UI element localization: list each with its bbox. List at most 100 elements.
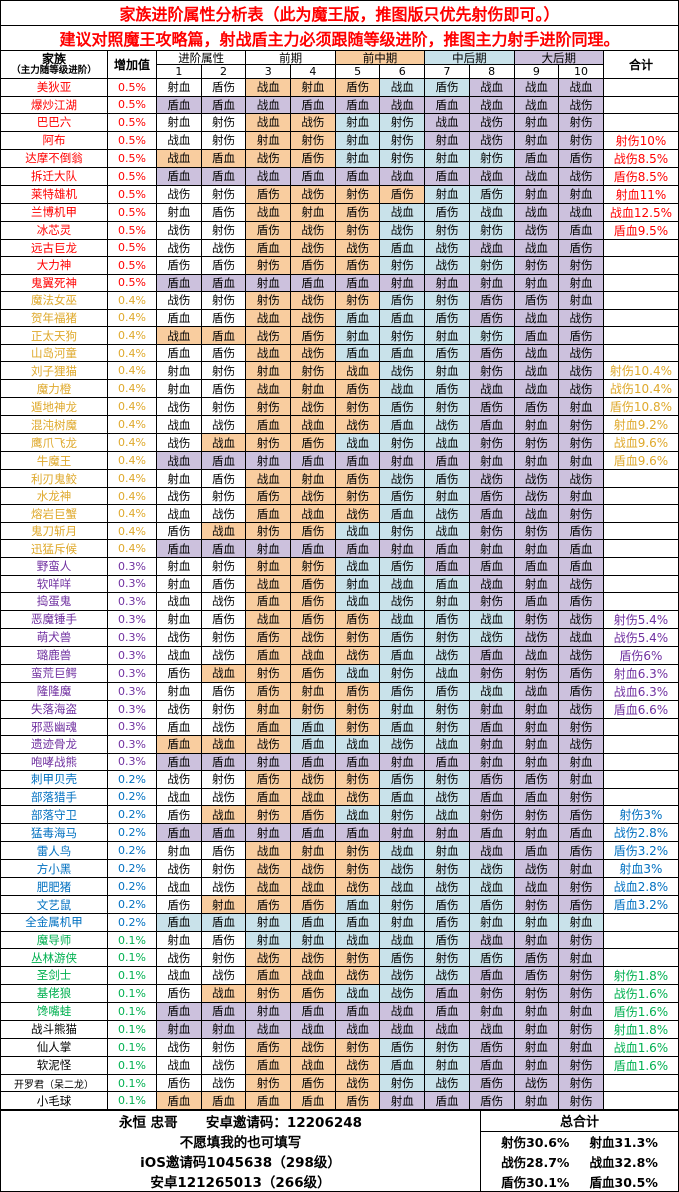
sheet-subtitle: 建议对照魔王攻略篇，射战盾主力必须跟随等级进阶，推图主力射手进阶同理。: [1, 26, 678, 51]
increment-value: 0.4%: [108, 522, 157, 540]
attribute-cell: 射伤: [559, 1092, 604, 1109]
attribute-cell: 战血: [514, 878, 560, 896]
attribute-cell: 射伤: [469, 522, 515, 540]
attribute-cell: 盾伤: [469, 896, 515, 914]
attribute-cell: 射血: [246, 700, 292, 718]
attribute-cell: 射伤: [380, 131, 426, 149]
group-subtotal: 战血12.5%: [609, 205, 672, 220]
attribute-cell: 射血: [559, 452, 604, 470]
attribute-cell: 盾伤: [335, 79, 381, 96]
attribute-cell: 战血: [469, 79, 515, 96]
attribute-cell: 射伤: [201, 628, 247, 646]
attribute-cell: 射伤: [335, 842, 381, 860]
attribute-cell: 战伤: [291, 1038, 336, 1056]
attribute-cell: 战血: [469, 96, 515, 114]
attribute-cell: 盾伤: [559, 842, 604, 860]
increment-value: 0.3%: [108, 646, 157, 664]
family-name: 雷人鸟: [1, 842, 108, 860]
attribute-cell: 战伤: [380, 470, 426, 487]
attribute-cell: 战伤: [157, 434, 202, 452]
attribute-cell: 战血: [157, 966, 202, 984]
attribute-cell: 射血: [425, 131, 470, 149]
attribute-cell: 射伤: [201, 398, 247, 416]
group-subtotal: [604, 97, 678, 114]
group-subtotal: 射血6.3%: [613, 666, 669, 681]
attribute-cell: 战伤: [335, 878, 381, 896]
family-name: 肥肥猪: [1, 878, 108, 896]
attribute-cell: 战血: [246, 842, 292, 860]
attribute-cell: 射血: [514, 131, 560, 149]
attribute-cell: 射血: [469, 274, 515, 292]
attribute-cell: 射伤: [425, 700, 470, 718]
footer-note-line: 不愿填我的也可填写: [179, 1135, 302, 1151]
attribute-cell: 射伤: [291, 131, 336, 149]
attribute-cell: 战血: [380, 610, 426, 628]
attribute-cell: 盾伤: [514, 398, 560, 416]
attribute-cell: 盾血: [246, 416, 292, 434]
attribute-cell: 射血: [425, 487, 470, 505]
attribute-cell: 射血: [380, 700, 426, 718]
group-subtotal: [604, 310, 678, 327]
attribute-cell: 盾血: [469, 718, 515, 736]
attribute-cell: 盾伤: [559, 239, 604, 257]
attribute-cell: 战伤: [514, 221, 560, 239]
attribute-cell: 盾血: [380, 1056, 426, 1074]
attribute-cell: 盾血: [246, 593, 292, 610]
attribute-cell: 战血: [380, 842, 426, 860]
attribute-cell: 战伤: [157, 185, 202, 203]
family-name: 方小黑: [1, 860, 108, 878]
attribute-cell: 盾伤: [335, 682, 381, 700]
attribute-cell: 战伤: [425, 1074, 470, 1092]
table-row: 刘子狸猫 0.4% 射血 射伤 射血 射伤 战血 战伤 射血 射伤 战血 战伤 射伤10.4%: [1, 362, 678, 381]
group-subtotal: 战血9.6%: [613, 436, 669, 451]
attribute-cell: 射伤: [201, 114, 247, 131]
increment-value: 0.1%: [108, 984, 157, 1002]
attribute-cell: 战伤: [514, 487, 560, 505]
attribute-cell: 战血: [559, 79, 604, 96]
attribute-cell: 射血: [291, 842, 336, 860]
attribute-cell: 战伤: [291, 185, 336, 203]
grand-total-rows: 射伤30.6% 射血31.3% 战伤28.7% 战血32.8% 盾伤30.1% 盾血30.…: [481, 1132, 678, 1191]
attribute-cell: 射血: [380, 824, 426, 842]
attribute-cell: 射伤: [469, 362, 515, 380]
attribute-cell: 盾血: [380, 309, 426, 327]
attribute-cell: 战血: [291, 416, 336, 434]
attribute-cell: 射伤: [514, 610, 560, 628]
attribute-cell: 战伤: [469, 628, 515, 646]
attribute-cell: 射血: [559, 185, 604, 203]
increment-value: 0.4%: [108, 362, 157, 380]
family-name: 全金属机甲: [1, 914, 108, 931]
attribute-cell: 盾血: [335, 309, 381, 327]
attribute-cell: 盾伤: [335, 203, 381, 221]
attribute-cell: 战伤: [380, 593, 426, 610]
group-subtotal: [604, 576, 678, 593]
group-subtotal: 射伤10%: [615, 133, 667, 148]
attribute-cell: 盾血: [469, 824, 515, 842]
attribute-cell: 战血: [469, 239, 515, 257]
attribute-cell: 射伤: [335, 185, 381, 203]
attribute-cell: 射伤: [335, 949, 381, 966]
attribute-cell: 射伤: [469, 257, 515, 274]
attribute-cell: 战血: [380, 1002, 426, 1020]
attribute-cell: 战伤: [291, 239, 336, 257]
attribute-cell: 战血: [514, 239, 560, 257]
family-name: 迅猛斥候: [1, 540, 108, 557]
attribute-cell: 盾伤: [201, 931, 247, 949]
group-subtotal: 盾伤10.8%: [609, 400, 672, 415]
attribute-cell: 盾伤: [335, 470, 381, 487]
attribute-cell: 射伤: [514, 984, 560, 1002]
attribute-cell: 盾伤: [157, 984, 202, 1002]
attribute-cell: 战血: [514, 505, 560, 522]
column-number-5: 5: [336, 65, 381, 78]
table-row: 鬼刀斩月 0.4% 盾伤 战血 射伤 盾伤 战血 射伤 战血 射伤 射伤 盾伤: [1, 522, 678, 541]
attribute-cell: 盾伤: [514, 292, 560, 309]
attribute-cell: 战血: [469, 878, 515, 896]
table-row: 基佬狼 0.1% 盾伤 战血 射伤 盾伤 战血 战伤 盾血 射伤 射伤 射伤 战伤1.6%: [1, 984, 678, 1003]
attribute-cell: 盾血: [469, 416, 515, 434]
attribute-cell: 射伤: [380, 1074, 426, 1092]
attribute-cell: 盾血: [157, 96, 202, 114]
table-row: 萌犬兽 0.3% 战伤 射伤 盾伤 战伤 射伤 盾伤 射伤 战伤 战伤 战血 战伤5.4%: [1, 628, 678, 647]
attribute-cell: 射伤: [335, 487, 381, 505]
attribute-cell: 战血: [380, 1020, 426, 1038]
attribute-cell: 盾伤: [380, 771, 426, 788]
